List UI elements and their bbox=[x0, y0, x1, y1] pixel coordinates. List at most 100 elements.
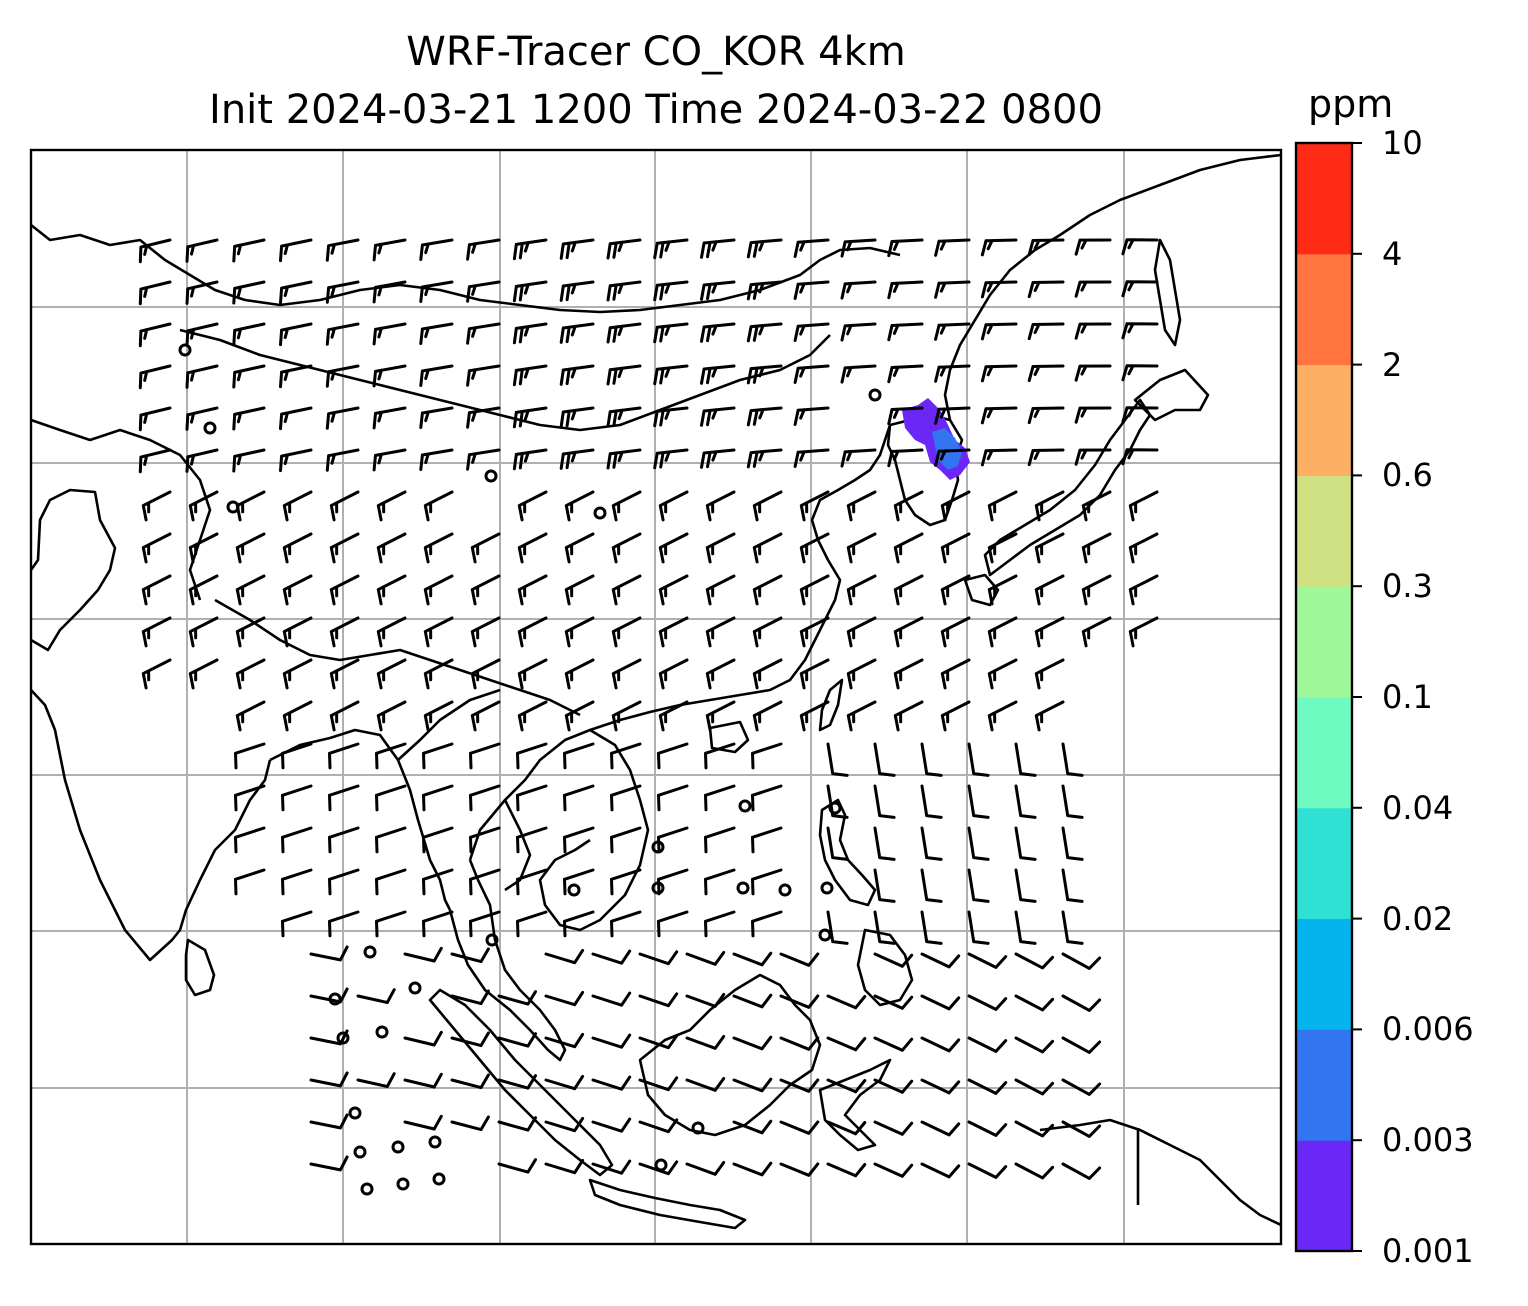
wind-barb bbox=[793, 238, 830, 258]
wind-barb bbox=[419, 406, 454, 429]
wind-barb bbox=[638, 1076, 679, 1092]
colorbar-segment bbox=[1296, 364, 1352, 476]
wind-barb bbox=[1121, 280, 1159, 298]
wind-barb bbox=[1014, 784, 1037, 819]
wind-barb bbox=[826, 1162, 867, 1178]
wind-barb bbox=[685, 993, 726, 1008]
wind-barb bbox=[840, 322, 877, 342]
calm-wind-marker bbox=[353, 1145, 367, 1159]
map-title-line-1: WRF-Tracer CO_KOR 4km bbox=[406, 29, 906, 75]
wind-barb bbox=[705, 616, 736, 648]
wind-barb bbox=[611, 574, 642, 606]
wind-barb bbox=[185, 406, 219, 431]
wind-barb bbox=[793, 280, 830, 300]
wind-barb bbox=[309, 1113, 349, 1130]
calm-wind-marker bbox=[778, 883, 792, 897]
wind-barb bbox=[470, 532, 501, 564]
wind-barb bbox=[826, 1036, 867, 1052]
wind-barb bbox=[1061, 1036, 1102, 1054]
wind-barb bbox=[987, 532, 1018, 564]
wind-barb bbox=[893, 658, 924, 690]
wind-barb bbox=[329, 658, 360, 690]
wind-barb bbox=[141, 532, 172, 564]
wind-barb bbox=[840, 364, 877, 384]
calm-wind-marker bbox=[363, 945, 377, 959]
wind-barb bbox=[232, 406, 266, 431]
wind-barb bbox=[873, 1162, 914, 1178]
wind-barb bbox=[704, 868, 736, 896]
philippines-mindanao bbox=[856, 928, 914, 1007]
wind-barb bbox=[606, 364, 642, 386]
wind-barb bbox=[873, 910, 896, 945]
wind-barb bbox=[544, 948, 585, 965]
wind-barb bbox=[658, 616, 689, 648]
wind-barb bbox=[372, 406, 407, 430]
wind-barb bbox=[234, 742, 266, 770]
wind-barb bbox=[1061, 910, 1084, 945]
wind-barb bbox=[235, 658, 266, 690]
colorbar bbox=[1296, 142, 1362, 1252]
wind-barb bbox=[873, 952, 914, 968]
wind-barb bbox=[873, 994, 914, 1010]
wind-barb bbox=[282, 658, 313, 690]
wind-barb bbox=[887, 238, 924, 258]
wind-barb bbox=[967, 1120, 1008, 1137]
wind-barb bbox=[422, 784, 454, 812]
wind-barb bbox=[497, 1032, 537, 1048]
wind-barb bbox=[967, 1162, 1008, 1179]
wind-barb bbox=[920, 994, 961, 1011]
calm-wind-marker bbox=[203, 421, 217, 435]
wind-barb bbox=[751, 742, 783, 770]
wind-barb bbox=[705, 700, 736, 732]
wind-barb bbox=[185, 448, 219, 473]
wind-barb bbox=[469, 826, 501, 854]
wind-barb bbox=[423, 658, 454, 690]
wind-barb bbox=[232, 322, 266, 347]
wind-barb bbox=[826, 910, 849, 945]
wind-barb bbox=[657, 868, 689, 896]
wind-barb bbox=[282, 490, 313, 522]
colorbar-tick-label: 4 bbox=[1382, 234, 1403, 273]
wind-barb bbox=[328, 826, 360, 854]
wind-barb bbox=[497, 1116, 537, 1132]
wind-barb bbox=[1128, 532, 1159, 564]
wind-barb bbox=[325, 448, 360, 472]
india-coastline bbox=[31, 488, 117, 652]
wind-barb bbox=[138, 238, 172, 264]
wind-barb bbox=[1128, 490, 1159, 522]
calm-wind-marker bbox=[391, 1140, 405, 1154]
wind-barb bbox=[752, 574, 783, 606]
wind-barb bbox=[559, 322, 595, 344]
wind-barb bbox=[700, 322, 736, 343]
wind-barb bbox=[751, 826, 783, 854]
wind-barb bbox=[893, 490, 924, 522]
wind-barb bbox=[826, 994, 867, 1010]
wind-barb bbox=[559, 448, 595, 470]
wind-barb bbox=[309, 1029, 349, 1046]
wind-barb bbox=[700, 448, 736, 469]
wind-barb bbox=[328, 784, 360, 812]
wind-barb bbox=[934, 238, 971, 257]
wind-barb bbox=[752, 532, 783, 564]
wind-barb bbox=[826, 784, 849, 819]
colorbar-tick-label: 0.001 bbox=[1382, 1232, 1474, 1270]
wind-barb bbox=[138, 322, 172, 348]
wind-barb bbox=[235, 490, 266, 522]
wind-barb bbox=[606, 322, 642, 344]
calm-wind-marker bbox=[396, 1177, 410, 1191]
wind-barb bbox=[141, 616, 172, 648]
wind-barb bbox=[967, 1036, 1008, 1053]
calm-wind-marker bbox=[567, 883, 581, 897]
wind-barb bbox=[638, 950, 679, 966]
colorbar-tick-label: 0.003 bbox=[1382, 1121, 1474, 1160]
wind-barb bbox=[967, 742, 990, 777]
wind-barb bbox=[423, 616, 454, 648]
japan-kyushu-shikoku bbox=[963, 573, 1000, 607]
wind-barb bbox=[138, 280, 172, 306]
wind-barb bbox=[517, 532, 548, 564]
wind-barb bbox=[887, 322, 924, 342]
wind-barb bbox=[940, 700, 971, 732]
wind-barb bbox=[793, 364, 830, 384]
wind-barb bbox=[700, 406, 736, 427]
wind-barb bbox=[893, 616, 924, 648]
